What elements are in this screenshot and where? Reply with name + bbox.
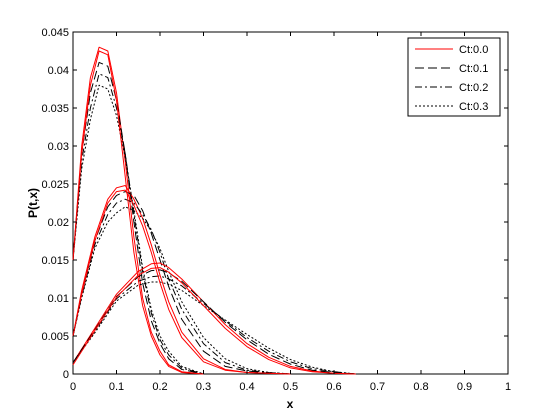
series-line-13 [72,189,291,375]
y-tick-label: 0.025 [41,179,69,191]
x-tick-label: 0 [70,381,76,393]
legend-label: Ct:0.2 [459,82,488,94]
series-line-1 [72,61,204,375]
x-axis-ticks: 0 0.1 0.2 0.3 0.4 0.5 0.6 0.7 0.8 0.9 1 [70,32,511,393]
y-axis-ticks: 0 0.005 0.01 0.015 0.02 0.025 0.03 0.035 0.04 0.0… [41,27,508,381]
x-tick-label: 0.8 [413,381,428,393]
y-tick-label: 0.015 [41,255,69,267]
x-tick-label: 0.4 [239,381,254,393]
series-line-11 [72,281,356,375]
x-axis-label: x [287,397,294,411]
legend-label: Ct:0.1 [459,63,488,75]
y-tick-label: 0.03 [48,141,69,153]
y-tick-label: 0.02 [48,217,69,229]
x-tick-label: 0.2 [152,381,167,393]
series-line-0 [72,46,204,375]
x-tick-label: 0.3 [196,381,211,393]
legend-label: Ct:0.3 [459,101,488,113]
series-line-5 [72,191,291,375]
legend-label: Ct:0.0 [459,44,488,56]
legend: Ct:0.0 Ct:0.1 Ct:0.2 Ct:0.3 [407,37,501,117]
curves [72,46,356,375]
x-tick-label: 0.6 [326,381,341,393]
y-tick-label: 0.01 [48,293,69,305]
series-line-14 [72,267,356,375]
y-tick-label: 0.035 [41,103,69,115]
series-line-6 [72,198,291,375]
series-line-3 [72,84,204,375]
y-tick-label: 0.045 [41,27,69,39]
x-tick-label: 0.5 [283,381,298,393]
y-tick-label: 0.04 [48,65,69,77]
series-line-8 [72,262,356,375]
y-axis-label: P(t,x) [26,188,40,218]
legend-box [407,37,501,117]
y-tick-label: 0.005 [41,331,69,343]
series-line-4 [72,185,291,375]
x-tick-label: 0.9 [457,381,472,393]
x-tick-label: 0.7 [370,381,385,393]
x-tick-label: 1 [505,381,511,393]
series-line-7 [72,206,291,375]
x-tick-label: 0.1 [109,381,124,393]
series-line-12 [72,50,204,375]
y-tick-label: 0 [63,369,69,381]
